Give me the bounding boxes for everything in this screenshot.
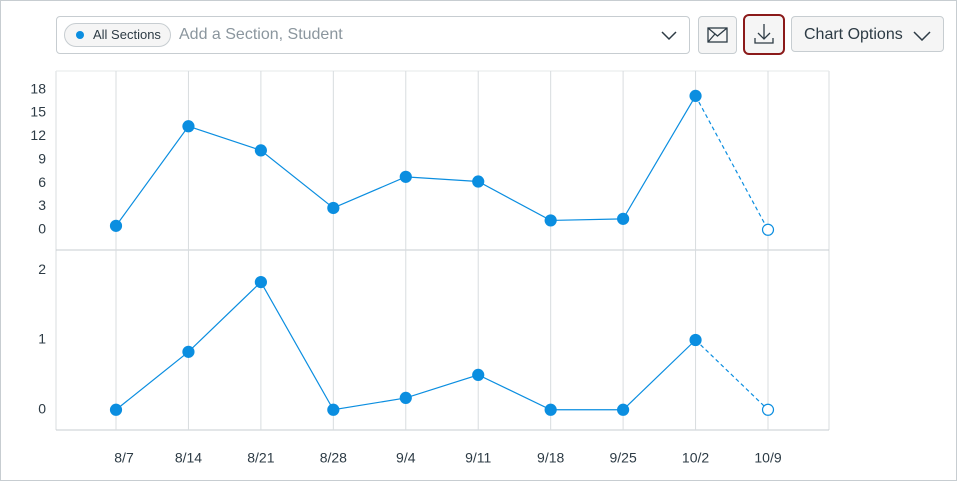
- data-point: [182, 120, 195, 133]
- data-point: [472, 175, 485, 188]
- data-point: [182, 345, 195, 358]
- chart-options-label: Chart Options: [804, 26, 903, 43]
- x-tick-label: 8/21: [247, 450, 274, 466]
- data-point: [109, 403, 123, 416]
- data-point: [327, 201, 340, 215]
- data-point: [544, 403, 557, 416]
- download-button[interactable]: [743, 14, 785, 55]
- x-tick-label: 8/14: [175, 450, 202, 466]
- data-point: [399, 170, 412, 183]
- data-point: [399, 391, 412, 405]
- dropdown-chevron: [661, 31, 677, 41]
- data-point: [254, 144, 267, 157]
- x-tick-label: 9/4: [396, 450, 416, 466]
- data-point: [327, 403, 340, 416]
- series-line: [115, 281, 696, 411]
- mail-icon: [707, 27, 728, 43]
- x-tick-label: 8/28: [320, 450, 347, 466]
- data-point: [472, 368, 485, 381]
- data-point: [254, 275, 267, 289]
- dropdown-chevron: [913, 31, 931, 41]
- y-tick-label: 12: [30, 127, 46, 143]
- data-point: [109, 219, 123, 232]
- series-line: [115, 95, 697, 227]
- y-tick-label: 3: [38, 197, 46, 213]
- y-tick-label: 9: [38, 150, 46, 166]
- x-tick-label: 8/7: [114, 450, 134, 466]
- y-tick-label: 15: [30, 104, 46, 120]
- x-tick-label: 9/18: [537, 450, 564, 466]
- partial-line: [695, 95, 769, 231]
- y-tick-label: 18: [30, 80, 46, 96]
- data-point: [617, 212, 630, 225]
- data-point: [689, 333, 702, 347]
- y-tick-label: 1: [38, 331, 46, 347]
- data-point: [689, 89, 702, 103]
- message-button[interactable]: [698, 16, 737, 54]
- x-tick-label: 9/11: [465, 450, 491, 466]
- chart-options-button[interactable]: Chart Options: [791, 16, 944, 52]
- y-tick-label: 6: [38, 174, 46, 190]
- y-tick-label: 0: [38, 220, 46, 236]
- search-placeholder: Add a Section, Student: [179, 26, 343, 43]
- y-tick-label: 0: [38, 400, 46, 416]
- data-point: [761, 223, 775, 236]
- x-tick-label: 10/2: [682, 450, 709, 466]
- x-tick-label: 9/25: [609, 450, 636, 466]
- y-tick-label: 2: [38, 261, 46, 277]
- data-point: [761, 403, 775, 416]
- section-search[interactable]: All Sections Add a Section, Student: [56, 16, 690, 54]
- filter-pill[interactable]: All Sections: [64, 23, 171, 47]
- x-tick-label: 10/9: [754, 450, 781, 466]
- data-point: [544, 214, 557, 227]
- partial-line: [695, 339, 769, 411]
- data-point: [617, 403, 630, 416]
- download-icon: [754, 24, 774, 44]
